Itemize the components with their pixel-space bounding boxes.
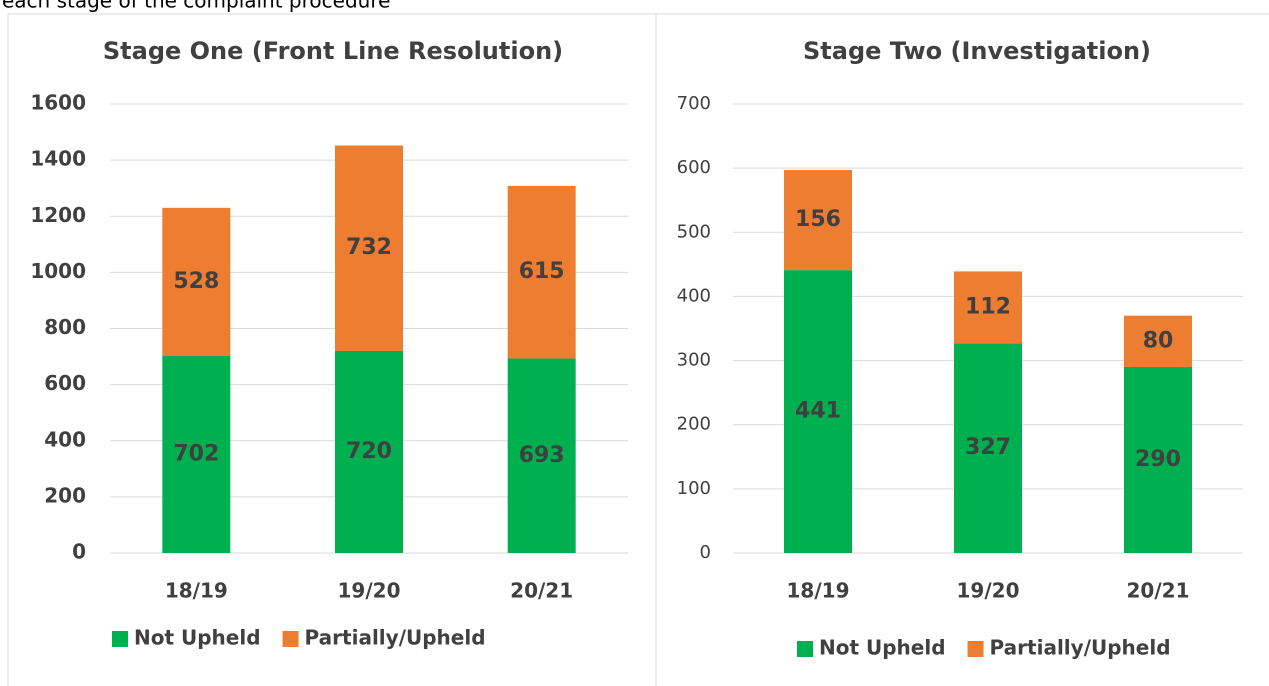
data-label: 327	[965, 435, 1011, 460]
legend-swatch	[967, 641, 984, 657]
y-tick-label: 400	[677, 285, 711, 306]
y-tick-label: 1200	[30, 203, 86, 227]
y-tick-label: 0	[700, 542, 711, 563]
legend-swatch	[282, 631, 299, 647]
y-tick-label: 300	[677, 350, 711, 371]
x-tick-label: 19/20	[957, 579, 1020, 603]
bar-segment	[954, 271, 1022, 344]
legend-label: Not Upheld	[134, 626, 261, 650]
bar-segment	[335, 145, 403, 351]
x-tick-label: 20/21	[1127, 579, 1190, 603]
bar-segment	[335, 350, 403, 553]
bar-segment	[162, 207, 231, 357]
data-label: 112	[965, 294, 1011, 319]
data-label: 80	[1143, 328, 1174, 353]
y-tick-label: 600	[677, 157, 711, 178]
data-label: 156	[795, 207, 841, 232]
data-label: 720	[346, 439, 392, 464]
data-label: 693	[519, 443, 565, 468]
chart-title: Stage Two (Investigation)	[803, 37, 1151, 65]
y-tick-label: 1600	[30, 91, 86, 115]
bar-segment	[162, 356, 231, 553]
data-label: 702	[173, 442, 219, 467]
data-label: 290	[1135, 447, 1181, 472]
y-tick-label: 600	[44, 371, 86, 395]
bar-segment	[507, 185, 576, 359]
legend-swatch	[797, 641, 813, 657]
bar-segment	[507, 358, 576, 553]
x-tick-label: 18/19	[787, 579, 850, 603]
y-tick-label: 100	[677, 478, 711, 499]
bar-segment	[954, 343, 1022, 553]
legend-label: Partially/Upheld	[990, 636, 1171, 660]
data-label: 615	[519, 259, 565, 284]
bar-segment	[784, 170, 852, 271]
bar-segment	[1124, 315, 1192, 367]
chart-title: Stage One (Front Line Resolution)	[103, 37, 563, 65]
legend-label: Not Upheld	[819, 636, 946, 660]
bar-segment	[1124, 366, 1192, 553]
y-tick-label: 800	[44, 315, 86, 339]
data-label: 528	[173, 269, 219, 294]
y-tick-label: 700	[677, 93, 711, 114]
y-tick-label: 400	[44, 427, 86, 451]
data-label: 441	[795, 399, 841, 424]
legend-label: Partially/Upheld	[305, 626, 486, 650]
y-tick-label: 0	[72, 540, 86, 564]
x-tick-label: 18/19	[165, 579, 228, 603]
caption: each stage of the complaint procedure	[2, 0, 390, 13]
y-tick-label: 200	[677, 414, 711, 435]
legend-swatch	[112, 631, 128, 647]
data-label: 732	[346, 235, 392, 260]
y-tick-label: 1000	[30, 259, 86, 283]
x-tick-label: 20/21	[510, 579, 573, 603]
y-tick-label: 200	[44, 483, 86, 507]
y-tick-label: 1400	[30, 147, 86, 171]
y-tick-label: 500	[677, 221, 711, 242]
x-tick-label: 19/20	[338, 579, 401, 603]
bar-segment	[784, 270, 852, 553]
